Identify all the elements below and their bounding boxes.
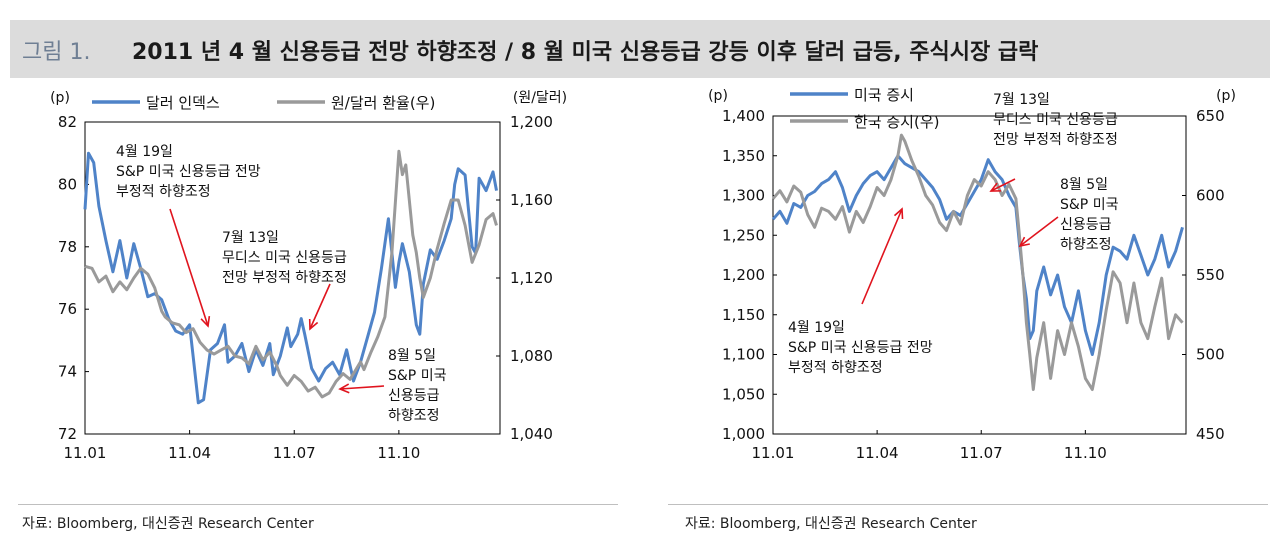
left-y-tick-label: 1,200 <box>722 266 765 284</box>
left-axis-unit: (p) <box>708 88 728 104</box>
x-tick-label: 11.01 <box>752 444 795 462</box>
annotation-text: 부정적 하향조정 <box>116 184 211 200</box>
left-y-tick-label: 1,050 <box>722 385 765 403</box>
right-axis-unit: (p) <box>1216 88 1236 104</box>
annotation-text: 하향조정 <box>1060 237 1112 253</box>
right-y-tick-label: 500 <box>1196 346 1225 364</box>
left-y-tick-label: 1,400 <box>722 107 765 125</box>
right-y-tick-label: 1,120 <box>510 269 553 287</box>
annotation-text: 4월 19일 <box>116 144 173 160</box>
annotation-arrowhead <box>989 182 1002 192</box>
annotation-arrowhead <box>1018 236 1030 248</box>
right-y-tick-label: 600 <box>1196 187 1225 205</box>
right-y-tick-label: 1,200 <box>510 113 553 131</box>
annotation-text: 신용등급 <box>1060 217 1112 233</box>
annotation-arrow <box>861 208 903 305</box>
annotation-text: S&P 미국 신용등급 전망 <box>116 164 261 180</box>
left-y-tick-label: 1,000 <box>722 425 765 443</box>
left-y-tick-label: 78 <box>58 238 77 256</box>
annotation-arrowhead <box>893 207 904 220</box>
annotation-text: 8월 5일 <box>1060 177 1108 193</box>
annotation-text: 신용등급 <box>388 388 440 404</box>
legend-label: 미국 증시 <box>854 86 914 104</box>
source-note-left: 자료: Bloomberg, 대신증권 Research Center <box>22 516 314 532</box>
series-line-right <box>84 149 498 399</box>
annotation-arrow <box>1019 216 1059 247</box>
source-divider-right <box>668 504 1268 505</box>
left-y-tick-label: 82 <box>58 113 77 131</box>
annotation-arrowhead <box>338 383 350 394</box>
legend-label: 원/달러 환율(우) <box>331 94 435 112</box>
annotation-text: 부정적 하향조정 <box>788 360 883 376</box>
left-y-tick-label: 1,150 <box>722 306 765 324</box>
annotation-arrowhead <box>308 318 319 331</box>
right-y-tick-label: 450 <box>1196 425 1225 443</box>
left-y-tick-label: 76 <box>58 300 77 318</box>
left-y-tick-label: 1,300 <box>722 187 765 205</box>
right-y-tick-label: 1,040 <box>510 425 553 443</box>
annotation-arrowhead <box>200 315 211 328</box>
left-y-tick-label: 74 <box>58 363 77 381</box>
dollar-index-fx-chart: 82 80 78 76 74 72 1,200 1,160 1,120 1,080 1,040 11.… <box>50 90 567 462</box>
annotation-arrow <box>169 208 209 327</box>
right-y-tick-label: 1,160 <box>510 191 553 209</box>
right-y-tick-label: 650 <box>1196 107 1225 125</box>
left-y-tick-label: 1,100 <box>722 346 765 364</box>
legend-label: 달러 인덱스 <box>146 94 220 112</box>
annotation-text: 7월 13일 <box>993 92 1050 108</box>
annotation-arrow <box>309 283 331 330</box>
left-axis-unit: (p) <box>50 90 70 106</box>
annotation-text: 8월 5일 <box>388 348 436 364</box>
annotation-text: 전망 부정적 하향조정 <box>222 270 347 286</box>
x-tick-label: 11.07 <box>960 444 1003 462</box>
annotation-text: 무디스 미국 신용등급 <box>222 250 347 266</box>
annotation-text: 하향조정 <box>388 408 440 424</box>
right-axis-unit: (원/달러) <box>513 90 567 106</box>
figure-title: 2011 년 4 월 신용등급 전망 하향조정 / 8 월 미국 신용등급 강등… <box>132 40 1039 65</box>
source-note-right: 자료: Bloomberg, 대신증권 Research Center <box>685 516 977 532</box>
x-tick-label: 11.01 <box>64 444 107 462</box>
annotation-arrow <box>339 385 385 390</box>
x-tick-label: 11.04 <box>856 444 899 462</box>
x-tick-label: 11.04 <box>168 444 211 462</box>
annotation-text: S&P 미국 <box>1060 197 1119 213</box>
right-y-tick-label: 550 <box>1196 266 1225 284</box>
legend-label: 한국 증시(우) <box>854 113 939 131</box>
annotation-text: 전망 부정적 하향조정 <box>993 132 1118 148</box>
left-y-tick-label: 1,350 <box>722 147 765 165</box>
annotation-arrow <box>990 178 1016 192</box>
plot-frame <box>772 115 1187 435</box>
left-y-tick-label: 72 <box>58 425 77 443</box>
series-line-right <box>771 133 1184 391</box>
source-divider-left <box>18 504 618 505</box>
x-tick-label: 11.10 <box>377 444 420 462</box>
series-line-left <box>771 154 1184 356</box>
annotation-text: S&P 미국 <box>388 368 447 384</box>
us-korea-stock-chart: 1,400 1,350 1,300 1,250 1,200 1,150 1,100 1,050… <box>708 86 1236 462</box>
left-y-tick-label: 80 <box>58 175 77 193</box>
left-y-tick-label: 1,250 <box>722 226 765 244</box>
annotation-text: 4월 19일 <box>788 320 845 336</box>
x-tick-label: 11.10 <box>1064 444 1107 462</box>
x-tick-label: 11.07 <box>273 444 316 462</box>
figure-title-bar: 그림 1. 2011 년 4 월 신용등급 전망 하향조정 / 8 월 미국 신… <box>10 20 1270 78</box>
figure-number: 그림 1. <box>22 40 91 65</box>
right-y-tick-label: 1,080 <box>510 347 553 365</box>
annotation-text: 무디스 미국 신용등급 <box>993 112 1118 128</box>
annotation-text: S&P 미국 신용등급 전망 <box>788 340 933 356</box>
annotation-text: 7월 13일 <box>222 230 279 246</box>
